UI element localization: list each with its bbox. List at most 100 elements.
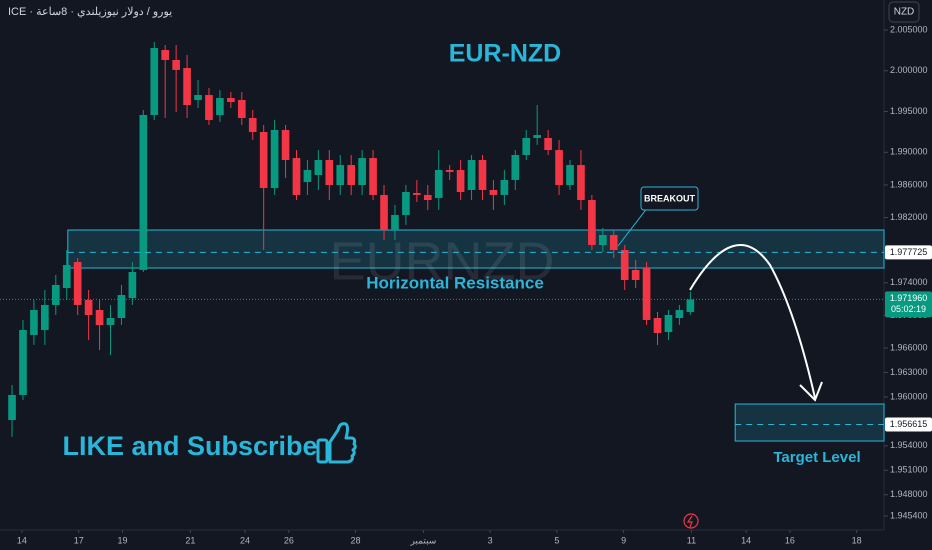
breakout-label: BREAKOUT <box>644 193 696 203</box>
countdown: 05:02:19 <box>891 304 926 314</box>
x-tick-label: 5 <box>554 535 559 545</box>
candle-body <box>227 98 235 103</box>
x-tick-label: 21 <box>185 535 195 545</box>
candle-body <box>380 194 388 231</box>
y-tick-label: 1.982000 <box>890 212 928 222</box>
y-tick-label: 1.954000 <box>890 440 928 450</box>
y-tick-label: 1.963000 <box>890 367 928 377</box>
thumbs-up-icon <box>316 422 357 464</box>
chart-title: EUR-NZD <box>449 40 562 68</box>
y-tick-label: 1.966000 <box>890 342 928 352</box>
candle-body <box>434 170 443 198</box>
candle-body <box>84 299 93 315</box>
y-tick-label: 1.948000 <box>890 489 928 499</box>
y-tick-label: 1.986000 <box>890 179 928 189</box>
price-label-box <box>885 245 932 260</box>
x-tick-label: 18 <box>852 535 862 545</box>
candle-body <box>73 261 82 305</box>
candle-body <box>303 170 312 182</box>
candle-body <box>358 158 366 186</box>
x-tick-label: سبتمبر <box>409 535 436 546</box>
zone-label: Horizontal Resistance <box>366 274 544 293</box>
candle-body <box>544 137 552 151</box>
candle-body <box>248 117 257 133</box>
x-tick-label: 26 <box>284 535 294 545</box>
breakout-box <box>640 186 699 211</box>
x-tick-label: 16 <box>785 535 795 545</box>
y-tick-label: 1.945400 <box>890 510 928 520</box>
candle-body <box>511 155 520 180</box>
currency-button[interactable] <box>888 1 920 23</box>
candle-body <box>8 394 16 421</box>
front-layer: Horizontal Resistance Target Level <box>67 251 884 466</box>
candle-body <box>216 98 224 115</box>
candle-body <box>456 170 465 193</box>
candle-body <box>150 48 159 115</box>
y-tick-label: 1.990000 <box>890 147 928 157</box>
candle-body <box>183 68 191 106</box>
candle-body <box>19 329 27 395</box>
candle-body <box>30 310 38 335</box>
candle-body <box>292 158 301 195</box>
x-tick-label: 9 <box>621 535 626 545</box>
x-tick-label: 14 <box>741 535 751 545</box>
x-tick-label: 11 <box>687 535 696 545</box>
candle-body <box>533 135 542 138</box>
price-label: 1.956615 <box>890 419 928 429</box>
y-tick-label: 1.951000 <box>890 465 928 475</box>
candle-body <box>325 159 334 186</box>
price-label: 1.977725 <box>890 247 928 257</box>
candle-body <box>51 284 60 305</box>
candle-body <box>686 299 695 312</box>
y-tick-label: 1.974000 <box>890 277 928 287</box>
candle-body <box>41 304 49 330</box>
arrow-head <box>799 381 823 402</box>
candle-body <box>369 158 377 195</box>
candle-body <box>664 314 673 333</box>
candle-body <box>336 165 345 186</box>
candle-body <box>237 99 246 118</box>
currency-label[interactable]: NZD <box>894 7 915 18</box>
candle-body <box>95 310 104 326</box>
candle-body <box>347 165 356 186</box>
candle-body <box>653 318 662 334</box>
zone <box>67 229 885 269</box>
candle-body <box>161 49 170 61</box>
candle-body <box>117 295 126 318</box>
candle-body <box>281 129 290 160</box>
candle-body <box>500 179 509 195</box>
x-tick-label: 14 <box>17 535 27 545</box>
candle-body <box>566 165 574 186</box>
projection-arrow <box>689 244 816 399</box>
candle-body <box>423 194 432 201</box>
candle-body <box>259 132 268 189</box>
zone-label: Target Level <box>773 449 860 466</box>
candle-body <box>675 310 684 318</box>
candle-body <box>205 94 213 121</box>
candles <box>8 41 695 437</box>
candle-body <box>270 129 279 189</box>
y-tick-label: 2.000000 <box>890 65 928 75</box>
back-layer <box>0 229 885 442</box>
candle-body <box>588 200 596 246</box>
price-label-box <box>885 417 932 432</box>
candle-body <box>314 159 323 175</box>
cta-text: LIKE and Subscribe <box>62 431 317 461</box>
event-icon[interactable] <box>683 513 699 529</box>
y-tick-label: 1.995000 <box>890 106 928 116</box>
candle-body <box>467 159 476 190</box>
y-tick-label: 1.960000 <box>890 391 928 401</box>
x-tick-label: 28 <box>351 535 361 545</box>
last-price-box <box>885 291 932 318</box>
candle-body <box>489 189 498 195</box>
candle-body <box>413 193 421 195</box>
candle-body <box>522 137 531 156</box>
candle-body <box>620 249 629 281</box>
candle-body <box>478 159 487 190</box>
symbol-info: ICE · يورو / دولار نيوزيلندي · 8ساعة <box>8 6 172 18</box>
candle-body <box>555 150 563 186</box>
candle-body <box>609 234 618 250</box>
event-icon-bolt <box>686 515 693 528</box>
